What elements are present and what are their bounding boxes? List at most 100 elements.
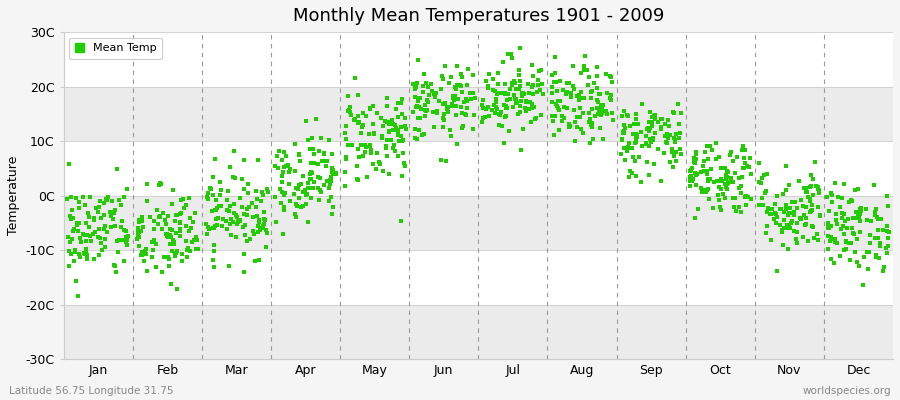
Point [379, 142, 393, 149]
Point [598, 108, 613, 114]
Point [642, 125, 656, 131]
Point [845, 229, 859, 236]
Point [630, 132, 644, 138]
Point [61, 161, 76, 167]
Point [568, 138, 582, 144]
Point [476, 96, 491, 103]
Point [158, 216, 173, 223]
Point [233, 194, 248, 201]
Point [626, 145, 640, 151]
Point [765, 206, 779, 212]
Point [443, 127, 457, 134]
Point [590, 73, 605, 80]
Point [630, 121, 644, 127]
Point [528, 115, 543, 122]
Point [309, 116, 323, 122]
Point [724, 175, 738, 182]
Point [152, 213, 166, 220]
Point [639, 141, 653, 147]
Point [651, 146, 665, 152]
Point [603, 95, 617, 101]
Point [111, 249, 125, 256]
Point [868, 206, 883, 212]
Point [207, 242, 221, 248]
Point [796, 234, 810, 240]
Point [617, 128, 632, 134]
Point [682, 174, 697, 180]
Point [130, 225, 145, 231]
Point [326, 171, 340, 178]
Point [516, 126, 530, 132]
Point [269, 153, 284, 159]
Point [168, 212, 183, 218]
Point [83, 233, 97, 240]
Point [302, 185, 316, 192]
Point [501, 90, 516, 97]
Point [367, 130, 382, 136]
Point [289, 214, 303, 220]
Point [828, 239, 842, 246]
Point [363, 105, 377, 111]
Point [781, 246, 796, 252]
Point [94, 240, 108, 246]
Point [86, 215, 101, 221]
Point [789, 236, 804, 242]
Point [307, 160, 321, 166]
Point [446, 97, 461, 103]
Point [131, 243, 146, 250]
Point [209, 197, 223, 203]
Point [454, 82, 468, 89]
Point [496, 59, 510, 65]
Point [325, 211, 339, 217]
Point [582, 118, 597, 125]
Point [64, 194, 78, 201]
Point [454, 103, 468, 110]
Point [599, 70, 614, 77]
Point [594, 110, 608, 116]
Point [572, 114, 587, 120]
Point [173, 233, 187, 240]
Point [500, 50, 515, 57]
Point [674, 110, 688, 117]
Point [391, 132, 405, 138]
Point [395, 110, 410, 117]
Point [183, 215, 197, 221]
Point [253, 227, 267, 233]
Point [505, 82, 519, 88]
Point [379, 145, 393, 152]
Point [667, 153, 681, 160]
Point [398, 114, 412, 121]
Point [704, 166, 718, 173]
Point [89, 205, 104, 211]
Point [562, 122, 577, 129]
Point [549, 101, 563, 107]
Point [108, 263, 122, 270]
Point [837, 230, 851, 237]
Point [736, 155, 751, 161]
Point [413, 114, 428, 121]
Point [621, 143, 635, 150]
Point [627, 121, 642, 127]
Point [148, 218, 162, 224]
Point [842, 239, 856, 246]
Point [410, 98, 425, 104]
Point [805, 208, 819, 214]
Point [735, 146, 750, 153]
Point [688, 148, 703, 155]
Point [132, 216, 147, 223]
Point [701, 156, 716, 163]
Point [230, 217, 245, 223]
Point [488, 88, 502, 94]
Bar [64, 250, 893, 305]
Point [519, 108, 534, 114]
Point [651, 119, 665, 126]
Point [137, 258, 151, 264]
Point [532, 68, 546, 74]
Point [838, 218, 852, 224]
Point [301, 137, 315, 144]
Point [653, 178, 668, 184]
Point [721, 168, 735, 175]
Point [304, 169, 319, 176]
Point [444, 132, 458, 139]
Point [796, 203, 810, 210]
